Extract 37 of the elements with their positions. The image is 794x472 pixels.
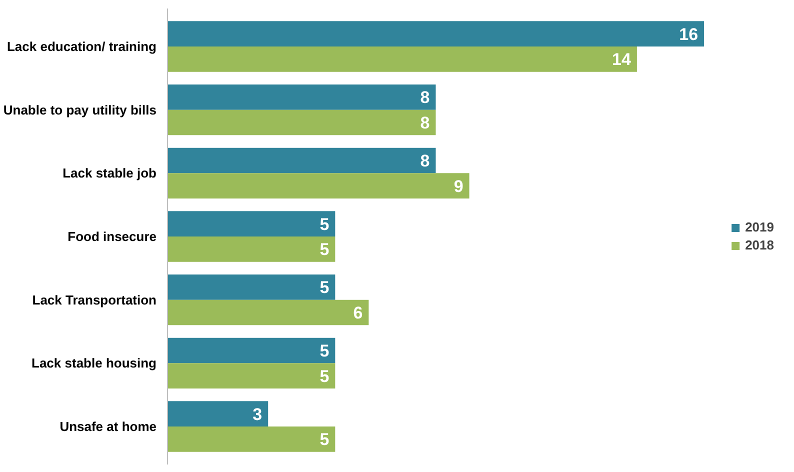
data-label: 8 [420, 152, 430, 170]
y-tick-label: Lack stable housing [32, 356, 157, 371]
y-tick-label: Food insecure [68, 229, 157, 244]
bar [168, 363, 336, 388]
bar [168, 401, 268, 426]
data-label: 3 [252, 404, 262, 424]
bar [168, 274, 336, 300]
legend-label: 2019 [745, 220, 774, 234]
data-label: 8 [420, 114, 430, 132]
data-label: 5 [320, 366, 330, 386]
bar [168, 84, 436, 110]
data-label: 5 [320, 240, 330, 260]
data-label: 5 [320, 430, 330, 450]
bar [168, 173, 470, 198]
data-label: 9 [454, 176, 464, 196]
bar [168, 211, 336, 236]
data-label: 16 [679, 24, 698, 44]
bar [168, 46, 637, 72]
y-tick-label: Lack education/ training [6, 39, 157, 54]
data-label: 8 [420, 88, 430, 108]
legend-label: 2018 [745, 238, 774, 252]
data-label: 14 [612, 50, 632, 70]
bar [168, 300, 369, 326]
y-tick-label: Unsafe at home [60, 419, 157, 434]
bar [168, 21, 704, 46]
bar [168, 338, 336, 364]
data-label: 5 [320, 214, 330, 234]
data-label: 6 [353, 304, 363, 322]
bar [168, 148, 436, 174]
bar [168, 236, 336, 262]
data-label: 5 [320, 342, 330, 360]
bar [168, 110, 436, 136]
y-tick-label: Lack stable job [62, 166, 157, 181]
y-tick-label: Lack Transportation [32, 292, 157, 308]
data-label: 5 [320, 278, 330, 298]
y-tick-label: Unable to pay utility bills [3, 102, 157, 118]
bar [168, 426, 336, 452]
